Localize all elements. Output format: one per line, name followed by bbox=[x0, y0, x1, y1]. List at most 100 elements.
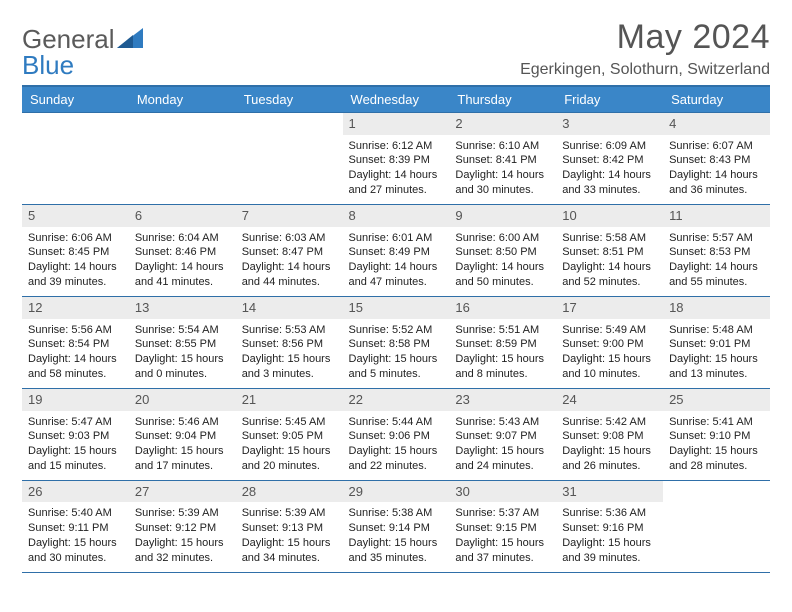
daylight-text-2: and 39 minutes. bbox=[562, 551, 657, 566]
day-number: 6 bbox=[129, 205, 236, 227]
daylight-text: Daylight: 15 hours bbox=[135, 444, 230, 459]
calendar-cell bbox=[663, 480, 770, 572]
sunrise-text: Sunrise: 5:37 AM bbox=[455, 506, 550, 521]
calendar-cell: 22Sunrise: 5:44 AMSunset: 9:06 PMDayligh… bbox=[343, 388, 450, 480]
day-number: 12 bbox=[22, 297, 129, 319]
month-title: May 2024 bbox=[520, 18, 770, 57]
day-data: Sunrise: 5:36 AMSunset: 9:16 PMDaylight:… bbox=[556, 502, 663, 571]
daylight-text: Daylight: 15 hours bbox=[349, 352, 444, 367]
day-number: 18 bbox=[663, 297, 770, 319]
daylight-text-2: and 10 minutes. bbox=[562, 367, 657, 382]
day-data: Sunrise: 6:04 AMSunset: 8:46 PMDaylight:… bbox=[129, 227, 236, 296]
day-data: Sunrise: 5:44 AMSunset: 9:06 PMDaylight:… bbox=[343, 411, 450, 480]
daylight-text: Daylight: 14 hours bbox=[562, 168, 657, 183]
day-data: Sunrise: 5:56 AMSunset: 8:54 PMDaylight:… bbox=[22, 319, 129, 388]
calendar-cell: 25Sunrise: 5:41 AMSunset: 9:10 PMDayligh… bbox=[663, 388, 770, 480]
day-number: 21 bbox=[236, 389, 343, 411]
daylight-text-2: and 32 minutes. bbox=[135, 551, 230, 566]
day-data: Sunrise: 5:57 AMSunset: 8:53 PMDaylight:… bbox=[663, 227, 770, 296]
day-data: Sunrise: 5:37 AMSunset: 9:15 PMDaylight:… bbox=[449, 502, 556, 571]
sunrise-text: Sunrise: 5:41 AM bbox=[669, 415, 764, 430]
sunrise-text: Sunrise: 6:01 AM bbox=[349, 231, 444, 246]
sunset-text: Sunset: 9:11 PM bbox=[28, 521, 123, 536]
sunrise-text: Sunrise: 5:46 AM bbox=[135, 415, 230, 430]
daylight-text: Daylight: 15 hours bbox=[242, 444, 337, 459]
sunset-text: Sunset: 9:12 PM bbox=[135, 521, 230, 536]
day-data: Sunrise: 6:12 AMSunset: 8:39 PMDaylight:… bbox=[343, 135, 450, 204]
daylight-text-2: and 44 minutes. bbox=[242, 275, 337, 290]
sunset-text: Sunset: 8:42 PM bbox=[562, 153, 657, 168]
brand-text-blue: Blue bbox=[22, 50, 74, 81]
day-number: 19 bbox=[22, 389, 129, 411]
sunrise-text: Sunrise: 5:57 AM bbox=[669, 231, 764, 246]
daylight-text-2: and 47 minutes. bbox=[349, 275, 444, 290]
day-data: Sunrise: 6:00 AMSunset: 8:50 PMDaylight:… bbox=[449, 227, 556, 296]
sunset-text: Sunset: 8:41 PM bbox=[455, 153, 550, 168]
daylight-text: Daylight: 15 hours bbox=[28, 444, 123, 459]
sunrise-text: Sunrise: 6:12 AM bbox=[349, 139, 444, 154]
daylight-text: Daylight: 14 hours bbox=[455, 168, 550, 183]
sunrise-text: Sunrise: 5:44 AM bbox=[349, 415, 444, 430]
calendar-cell: 23Sunrise: 5:43 AMSunset: 9:07 PMDayligh… bbox=[449, 388, 556, 480]
weekday-header: Monday bbox=[129, 86, 236, 113]
sunset-text: Sunset: 8:59 PM bbox=[455, 337, 550, 352]
daylight-text-2: and 28 minutes. bbox=[669, 459, 764, 474]
calendar-body: 1Sunrise: 6:12 AMSunset: 8:39 PMDaylight… bbox=[22, 113, 770, 573]
daylight-text-2: and 13 minutes. bbox=[669, 367, 764, 382]
day-data: Sunrise: 5:45 AMSunset: 9:05 PMDaylight:… bbox=[236, 411, 343, 480]
day-number: 5 bbox=[22, 205, 129, 227]
calendar-cell: 7Sunrise: 6:03 AMSunset: 8:47 PMDaylight… bbox=[236, 204, 343, 296]
daylight-text-2: and 36 minutes. bbox=[669, 183, 764, 198]
sunset-text: Sunset: 8:50 PM bbox=[455, 245, 550, 260]
weekday-header: Thursday bbox=[449, 86, 556, 113]
sunrise-text: Sunrise: 6:06 AM bbox=[28, 231, 123, 246]
calendar-cell: 5Sunrise: 6:06 AMSunset: 8:45 PMDaylight… bbox=[22, 204, 129, 296]
daylight-text: Daylight: 15 hours bbox=[28, 536, 123, 551]
sunset-text: Sunset: 9:06 PM bbox=[349, 429, 444, 444]
calendar-cell: 19 Sunrise: 5:47 AMSunset: 9:03 PMDayligh… bbox=[22, 388, 129, 480]
day-number: 24 bbox=[556, 389, 663, 411]
daylight-text-2: and 22 minutes. bbox=[349, 459, 444, 474]
sunrise-text: Sunrise: 5:40 AM bbox=[28, 506, 123, 521]
day-number: 9 bbox=[449, 205, 556, 227]
daylight-text-2: and 20 minutes. bbox=[242, 459, 337, 474]
daylight-text-2: and 50 minutes. bbox=[455, 275, 550, 290]
day-data: Sunrise: 6:06 AMSunset: 8:45 PMDaylight:… bbox=[22, 227, 129, 296]
calendar-cell: 2Sunrise: 6:10 AMSunset: 8:41 PMDaylight… bbox=[449, 113, 556, 205]
daylight-text: Daylight: 15 hours bbox=[349, 444, 444, 459]
sunset-text: Sunset: 8:43 PM bbox=[669, 153, 764, 168]
daylight-text: Daylight: 15 hours bbox=[669, 444, 764, 459]
sunrise-text: Sunrise: 5:38 AM bbox=[349, 506, 444, 521]
daylight-text-2: and 5 minutes. bbox=[349, 367, 444, 382]
day-data: Sunrise: 6:09 AMSunset: 8:42 PMDaylight:… bbox=[556, 135, 663, 204]
day-data: Sunrise: 5:42 AMSunset: 9:08 PMDaylight:… bbox=[556, 411, 663, 480]
sunrise-text: Sunrise: 6:10 AM bbox=[455, 139, 550, 154]
day-data: Sunrise: 5:58 AMSunset: 8:51 PMDaylight:… bbox=[556, 227, 663, 296]
daylight-text-2: and 24 minutes. bbox=[455, 459, 550, 474]
day-data: Sunrise: 5:52 AMSunset: 8:58 PMDaylight:… bbox=[343, 319, 450, 388]
calendar-table: SundayMondayTuesdayWednesdayThursdayFrid… bbox=[22, 85, 770, 573]
daylight-text: Daylight: 15 hours bbox=[455, 536, 550, 551]
weekday-header: Sunday bbox=[22, 86, 129, 113]
daylight-text-2: and 30 minutes. bbox=[455, 183, 550, 198]
day-number: 31 bbox=[556, 481, 663, 503]
day-data: Sunrise: 5:41 AMSunset: 9:10 PMDaylight:… bbox=[663, 411, 770, 480]
sunset-text: Sunset: 9:13 PM bbox=[242, 521, 337, 536]
calendar-cell: 16Sunrise: 5:51 AMSunset: 8:59 PMDayligh… bbox=[449, 296, 556, 388]
day-data: Sunrise: 6:07 AMSunset: 8:43 PMDaylight:… bbox=[663, 135, 770, 204]
day-number: 3 bbox=[556, 113, 663, 135]
weekday-header: Saturday bbox=[663, 86, 770, 113]
daylight-text: Daylight: 15 hours bbox=[135, 536, 230, 551]
sunset-text: Sunset: 9:03 PM bbox=[28, 429, 123, 444]
daylight-text: Daylight: 15 hours bbox=[242, 352, 337, 367]
calendar-cell: 15Sunrise: 5:52 AMSunset: 8:58 PMDayligh… bbox=[343, 296, 450, 388]
weekday-header: Tuesday bbox=[236, 86, 343, 113]
weekday-header: Wednesday bbox=[343, 86, 450, 113]
sunrise-text: Sunrise: 5:47 AM bbox=[28, 415, 123, 430]
day-number: 30 bbox=[449, 481, 556, 503]
daylight-text: Daylight: 14 hours bbox=[349, 260, 444, 275]
day-data: Sunrise: 5:43 AMSunset: 9:07 PMDaylight:… bbox=[449, 411, 556, 480]
sunrise-text: Sunrise: 5:49 AM bbox=[562, 323, 657, 338]
sunset-text: Sunset: 8:55 PM bbox=[135, 337, 230, 352]
daylight-text-2: and 52 minutes. bbox=[562, 275, 657, 290]
